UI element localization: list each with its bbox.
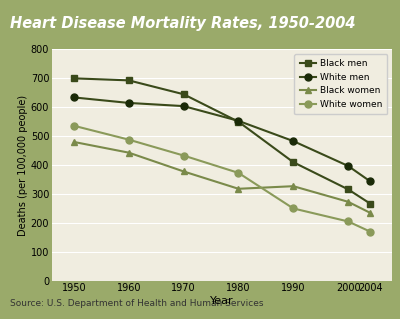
X-axis label: Year: Year bbox=[210, 296, 234, 306]
Text: Source: U.S. Department of Health and Human Services: Source: U.S. Department of Health and Hu… bbox=[10, 299, 264, 308]
Text: Heart Disease Mortality Rates, 1950-2004: Heart Disease Mortality Rates, 1950-2004 bbox=[10, 16, 356, 31]
Y-axis label: Deaths (per 100,000 people): Deaths (per 100,000 people) bbox=[18, 94, 28, 236]
Legend: Black men, White men, Black women, White women: Black men, White men, Black women, White… bbox=[294, 54, 388, 114]
